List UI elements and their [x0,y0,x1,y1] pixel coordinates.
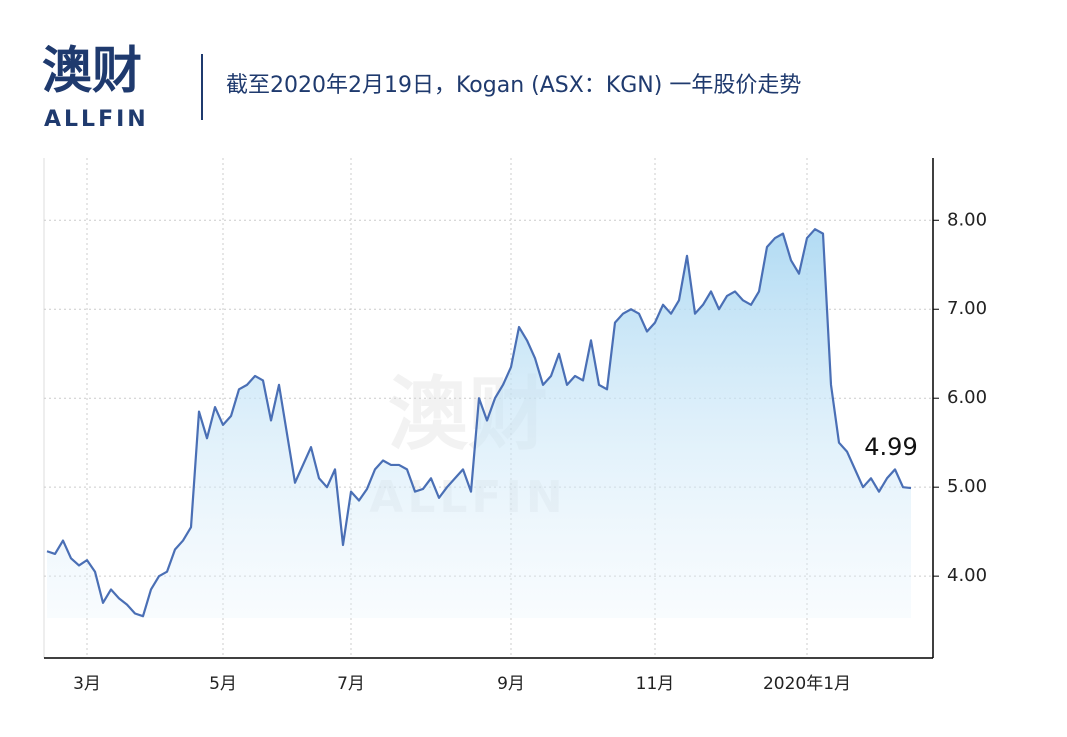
x-tick-label: 7月 [337,674,365,694]
x-tick-label: 3月 [73,674,101,694]
x-tick-label: 11月 [636,674,675,694]
end-label: 4.99 [864,433,917,461]
y-tick-label: 5.00 [947,476,987,497]
y-tick-label: 7.00 [947,298,987,319]
plot: 4.00 5.00 6.00 7.00 8.00 3月 5月 7月 9月 11月 2020年1月 4.… [43,158,987,694]
x-tick-label: 9月 [497,674,525,694]
line [46,228,912,618]
logo-sub: ALLFIN [44,107,149,132]
area [47,229,911,618]
logo-name: 澳财 [42,42,142,100]
y-tick-label: 8.00 [947,209,987,230]
y-tick-label: 4.00 [947,565,987,586]
x-tick-label: 5月 [209,674,237,694]
x-tick-label: 2020年1月 [763,674,851,694]
chart-title: 截至2020年2月19日，Kogan (ASX：KGN) 一年股价走势 [226,73,801,98]
y-tick-label: 6.00 [947,387,987,408]
